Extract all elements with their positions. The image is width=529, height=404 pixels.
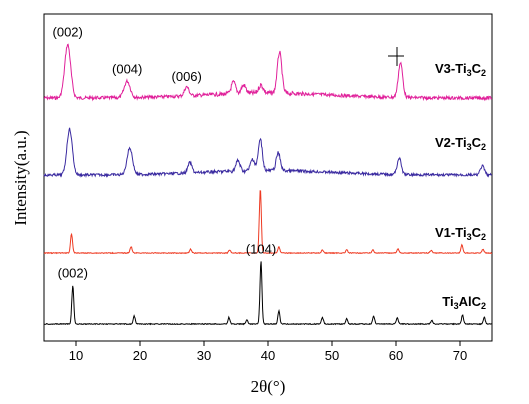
series-label-v3-ti3c2: V3-Ti3C2: [435, 61, 486, 78]
crosshair-marker: [388, 47, 404, 66]
series-label-v1-ti3c2: V1-Ti3C2: [435, 225, 486, 242]
series-label-ti3alc2: Ti3AlC2: [442, 294, 486, 311]
x-tick-label: 70: [453, 348, 467, 363]
x-axis-ticks: 10 20 30 40 50 60 70: [69, 341, 467, 363]
traces: [43, 43, 493, 326]
peak-labels: (002) (004) (006) (002) (104): [53, 25, 277, 281]
x-tick-label: 50: [325, 348, 339, 363]
peak-label: (104): [246, 241, 276, 256]
x-tick-label: 60: [389, 348, 403, 363]
series-label-v2-ti3c2: V2-Ti3C2: [435, 135, 486, 152]
x-axis-title: 2θ(°): [251, 377, 286, 396]
peak-label: (006): [172, 69, 202, 84]
x-tick-label: 10: [69, 348, 83, 363]
trace-v3-ti3c2: [43, 43, 493, 102]
y-axis-title: Intensity(a.u.): [11, 130, 30, 225]
trace-ti3alc2: [43, 261, 493, 326]
peak-label: (002): [53, 25, 83, 40]
trace-v1-ti3c2: [43, 190, 493, 255]
x-tick-label: 20: [133, 348, 147, 363]
x-tick-label: 40: [261, 348, 275, 363]
x-tick-label: 30: [197, 348, 211, 363]
peak-label: (002): [58, 266, 88, 281]
series-labels: V3-Ti3C2 V2-Ti3C2 V1-Ti3C2 Ti3AlC2: [435, 61, 486, 311]
peak-label: (004): [112, 62, 142, 77]
trace-v2-ti3c2: [43, 127, 493, 178]
